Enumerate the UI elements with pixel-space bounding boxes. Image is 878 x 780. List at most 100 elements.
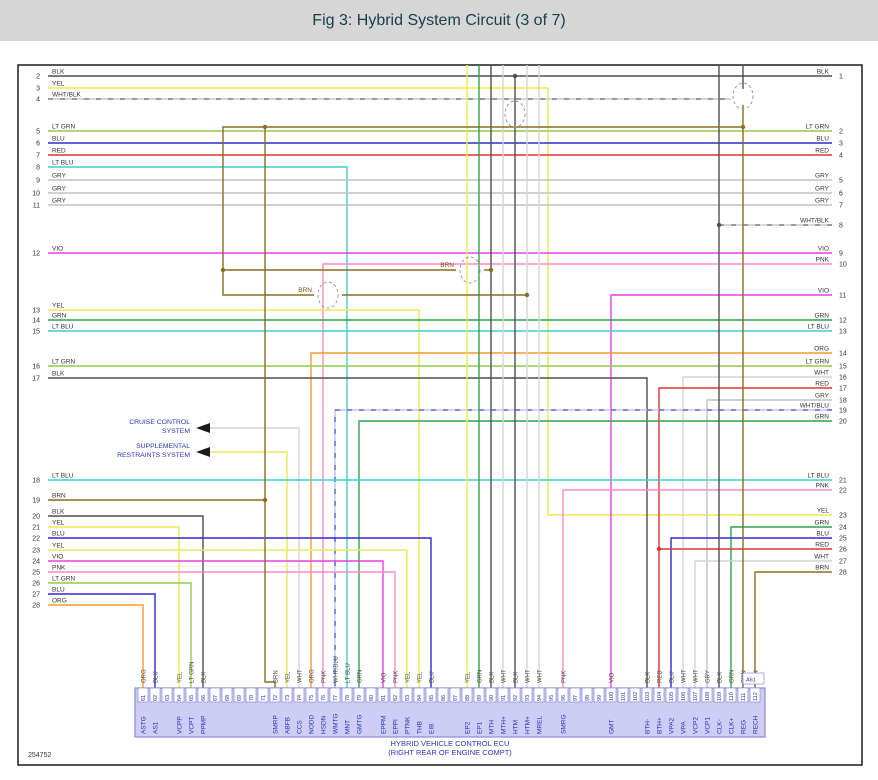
right-pin-number: 18 — [839, 398, 847, 405]
left-pin-number: 17 — [32, 376, 40, 383]
left-pin-number: 2 — [36, 74, 40, 81]
right-pin-label: RED — [815, 542, 829, 549]
right-pin-number: 4 — [839, 153, 843, 160]
inline-connector — [732, 82, 754, 110]
ecu-wire-color-label: VIO — [610, 672, 616, 683]
ecu-connector-id-box — [742, 672, 765, 685]
right-pin-number: 15 — [839, 364, 847, 371]
inline-connector — [317, 281, 339, 309]
system-callout-arrow — [196, 447, 210, 457]
ecu-pin-number: 100 — [609, 692, 615, 701]
left-pin-label: GRN — [52, 313, 67, 320]
junction-dot — [262, 497, 268, 503]
left-pin-label: VIO — [52, 554, 63, 561]
ecu-wire-color-label: PNK — [322, 671, 328, 683]
ecu-pin-number: 94 — [537, 695, 543, 701]
junction-dot — [656, 546, 662, 552]
ecu-pin-label: RECH — [753, 715, 760, 734]
ecu-pin-number: 112 — [753, 692, 759, 701]
wire-org — [310, 352, 832, 688]
ecu-pin-box — [725, 687, 737, 703]
ecu-pin-box — [473, 687, 485, 703]
ecu-pin-label: EPPI — [393, 719, 400, 734]
left-pin-label: BLU — [52, 531, 65, 538]
ecu-wire-color-label: BLK — [490, 672, 496, 683]
ecu-pin-number: 73 — [285, 695, 291, 701]
ecu-pin-label: EPPM — [381, 716, 388, 734]
left-pin-label: ORG — [52, 598, 67, 605]
right-pin-label: WHT/BLU — [800, 403, 830, 410]
ecu-pin-number: 101 — [621, 692, 627, 701]
ecu-pin-number: 77 — [333, 695, 339, 701]
ecu-wire-color-label: YEL — [418, 671, 424, 683]
wire-yel — [48, 309, 420, 688]
ecu-pin-label: WMTG — [333, 713, 340, 734]
ecu-pin-label: VPA — [681, 721, 688, 734]
ecu-pin-box — [557, 687, 569, 703]
left-pin-label: BLK — [52, 371, 65, 378]
left-pin-label: YEL — [52, 520, 65, 527]
left-pin-number: 22 — [32, 536, 40, 543]
wire-brn — [222, 105, 744, 296]
ecu-pin-box — [485, 687, 497, 703]
ecu-pin-box — [137, 687, 149, 703]
right-pin-number: 21 — [839, 478, 847, 485]
ecu-pin-label: GMT — [609, 720, 616, 734]
ecu-pin-number: 110 — [729, 692, 735, 701]
ecu-pin-box — [161, 687, 173, 703]
ecu-pin-box — [653, 687, 665, 703]
right-pin-label: GRN — [815, 414, 830, 421]
ecu-pin-number: 65 — [189, 695, 195, 701]
left-pin-number: 7 — [36, 153, 40, 160]
left-pin-label: LT BLU — [52, 473, 74, 480]
ecu-pin-number: 82 — [393, 695, 399, 701]
ecu-pin-label: ASTG — [141, 716, 148, 734]
ecu-wire-color-label: PNK — [394, 671, 400, 683]
ecu-pin-number: 69 — [237, 695, 243, 701]
ecu-pin-number: 98 — [585, 695, 591, 701]
right-pin-number: 23 — [839, 513, 847, 520]
right-pin-label: LT BLU — [808, 473, 830, 480]
right-pin-label: RED — [815, 148, 829, 155]
left-pin-number: 26 — [32, 581, 40, 588]
left-pin-number: 25 — [32, 570, 40, 577]
wire-red — [658, 387, 832, 688]
ecu-pin-label: EIB — [429, 724, 436, 734]
left-pin-number: 21 — [32, 525, 40, 532]
ecu-pin-label: VPA2 — [669, 717, 676, 734]
right-pin-label: GRY — [815, 173, 830, 180]
ecu-pin-number: 80 — [369, 695, 375, 701]
right-pin-number: 9 — [839, 251, 843, 258]
ecu-wire-color-label: ORG — [310, 669, 316, 683]
ecu-pin-number: 79 — [357, 695, 363, 701]
wire-grn — [358, 420, 832, 688]
ecu-pin-box — [521, 687, 533, 703]
ecu-pin-number: 91 — [501, 695, 507, 701]
left-pin-number: 12 — [32, 251, 40, 258]
wire-blk — [48, 515, 204, 688]
right-pin-number: 5 — [839, 178, 843, 185]
ecu-pin-number: 84 — [417, 695, 423, 701]
junction-dot — [524, 292, 530, 298]
right-pin-label: LT GRN — [806, 359, 830, 366]
left-pin-label: BLU — [52, 587, 65, 594]
ecu-pin-label: HSDN — [321, 715, 328, 734]
ecu-pin-number: 88 — [465, 695, 471, 701]
left-pin-number: 9 — [36, 178, 40, 185]
ecu-pin-box — [689, 687, 701, 703]
ecu-pin-number: 85 — [429, 695, 435, 701]
left-pin-number: 19 — [32, 498, 40, 505]
right-pin-number: 10 — [839, 262, 847, 269]
right-pin-label: BLU — [816, 136, 829, 143]
ecu-pin-box — [305, 687, 317, 703]
ecu-pin-number: 87 — [453, 695, 459, 701]
wire-yel — [48, 526, 180, 688]
ecu-pin-box — [701, 687, 713, 703]
ecu-wire-color-label: BLK — [514, 672, 520, 683]
ecu-pin-box — [629, 687, 641, 703]
ecu-wire-color-label: LT BLU — [346, 663, 352, 683]
ecu-pin-box — [449, 687, 461, 703]
ecu-pin-box — [665, 687, 677, 703]
right-pin-label: VIO — [818, 246, 829, 253]
right-pin-number: 16 — [839, 375, 847, 382]
